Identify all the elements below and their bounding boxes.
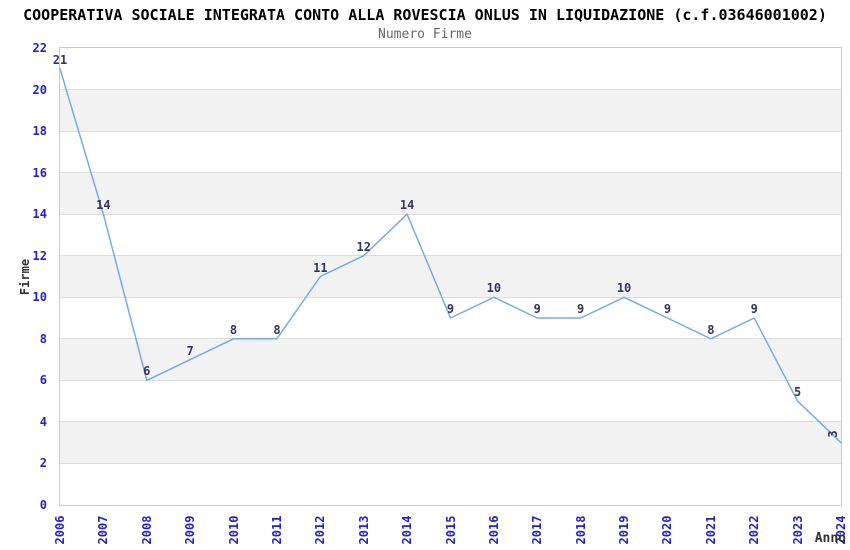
line-series-path <box>59 68 842 444</box>
point-label: 9 <box>750 302 758 317</box>
chart-title: COOPERATIVA SOCIALE INTEGRATA CONTO ALLA… <box>23 6 827 24</box>
point-label: 9 <box>663 302 672 317</box>
point-label: 9 <box>446 302 455 317</box>
y-tick-label: 20 <box>32 82 47 97</box>
point-label: 8 <box>707 322 715 337</box>
plot-band <box>60 89 841 132</box>
point-label: 6 <box>143 364 151 379</box>
gridline <box>60 421 841 423</box>
x-tick-label: 2013 <box>356 515 371 545</box>
x-tick-label: 2008 <box>139 515 154 545</box>
x-axis-title: Anno <box>814 531 846 546</box>
x-tick-label: 2011 <box>269 515 284 545</box>
gridline <box>60 462 841 464</box>
plot-area: 21 14 6 7 8 8 11 12 14 9 10 9 9 10 9 8 9 5 3 <box>53 47 842 506</box>
x-tick-label: 2006 <box>53 515 67 545</box>
y-tick-label: 6 <box>39 373 47 388</box>
gridline <box>60 172 841 174</box>
plot-band <box>60 255 841 298</box>
point-label: 12 <box>356 239 371 254</box>
y-tick-label: 8 <box>39 331 47 346</box>
y-tick-label: 16 <box>32 165 47 180</box>
point-label: 14 <box>399 198 415 213</box>
gridline <box>60 130 841 132</box>
x-tick-label: 2022 <box>747 515 762 545</box>
point-label: 3 <box>826 430 840 438</box>
x-tick-label: 2012 <box>313 515 328 545</box>
gridline <box>60 89 841 91</box>
x-tick-label: 2018 <box>573 515 588 545</box>
y-tick-label: 22 <box>32 41 47 55</box>
point-label: 9 <box>533 302 541 317</box>
point-label: 10 <box>486 281 502 296</box>
x-tick-label: 2021 <box>703 515 718 545</box>
point-label: 9 <box>577 302 585 317</box>
line-series-svg <box>59 68 842 444</box>
point-label: 7 <box>186 343 194 358</box>
point-label: 5 <box>793 385 802 400</box>
point-label: 10 <box>616 281 632 296</box>
x-tick-label: 2020 <box>660 515 675 545</box>
x-tick-label: 2010 <box>226 515 241 545</box>
x-tick-label: 2019 <box>617 515 632 545</box>
y-tick-label: 12 <box>32 248 47 263</box>
gridline <box>60 379 841 381</box>
y-tick-label: 4 <box>39 414 47 429</box>
point-label: 8 <box>229 322 238 337</box>
y-tick-label: 14 <box>32 207 47 222</box>
point-label: 21 <box>52 52 68 67</box>
point-label: 8 <box>273 322 281 337</box>
x-tick-label: 2023 <box>790 515 805 545</box>
point-label: 14 <box>96 198 111 213</box>
plot-band <box>60 421 841 464</box>
gridline <box>60 338 841 340</box>
gridline <box>60 296 841 298</box>
x-tick-label: 2017 <box>530 515 545 545</box>
gridline <box>60 213 841 215</box>
y-tick-label: 10 <box>32 290 47 305</box>
x-tick-label: 2009 <box>183 515 198 545</box>
x-tick-label: 2016 <box>486 515 501 545</box>
point-label: 11 <box>313 260 328 275</box>
y-tick-label: 2 <box>39 456 47 471</box>
y-axis-title: Firme <box>18 258 32 296</box>
y-tick-label: 18 <box>32 124 47 139</box>
gridline <box>60 255 841 257</box>
x-tick-label: 2007 <box>96 515 111 545</box>
y-tick-label: 0 <box>39 498 47 512</box>
plot-band <box>60 172 841 215</box>
chart-subtitle: Numero Firme <box>378 27 472 42</box>
x-tick-label: 2015 <box>443 515 458 545</box>
x-tick-label: 2014 <box>400 515 415 545</box>
